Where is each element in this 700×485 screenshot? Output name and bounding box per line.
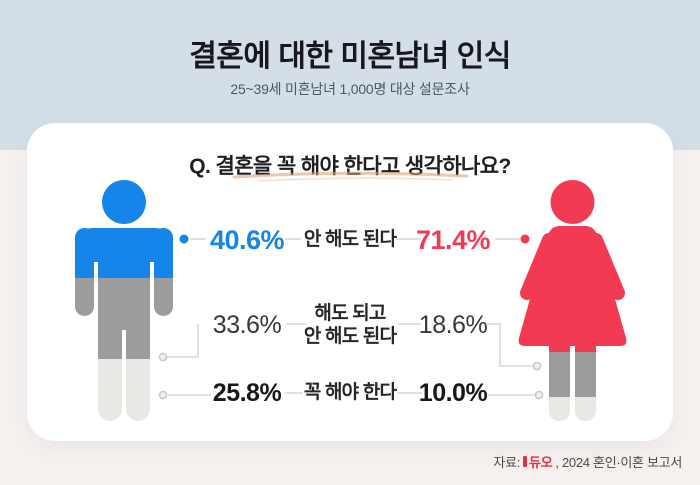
female-value-2: 18.6%	[418, 310, 488, 339]
stat-row-3: 25.8% 꼭 해야 한다 10.0%	[197, 374, 503, 412]
stat-row-1: 40.6% 안 해도 된다 71.4%	[197, 221, 503, 259]
male-value-1: 40.6%	[209, 224, 285, 255]
answer-label-1: 안 해도 된다	[303, 229, 397, 251]
duo-logo: 듀오	[523, 452, 553, 471]
page-subtitle: 25~39세 미혼남녀 1,000명 대상 설문조사	[230, 81, 470, 97]
survey-question: Q. 결혼을 꼭 해야 한다고 생각하나요?	[189, 155, 511, 178]
female-figure	[518, 180, 627, 421]
female-value-3: 10.0%	[418, 378, 488, 407]
source-prefix: 자료:	[493, 454, 521, 470]
male-silhouette	[75, 180, 173, 421]
male-figure	[75, 180, 173, 421]
source-suffix: , 2024 혼인·이혼 보고서	[555, 454, 682, 470]
male-value-3: 25.8%	[212, 378, 282, 407]
female-value-1: 71.4%	[415, 224, 491, 255]
page-title: 결혼에 대한 미혼남녀 인식	[189, 40, 511, 73]
female-silhouette	[518, 180, 627, 421]
stat-row-2: 33.6% 해도 되고 안 해도 된다 18.6%	[197, 300, 503, 350]
male-value-2: 33.6%	[212, 310, 282, 339]
duo-logo-text: 듀오	[529, 454, 553, 470]
duo-logo-icon	[523, 455, 528, 467]
answer-label-2: 해도 되고 안 해도 된다	[303, 302, 397, 347]
answer-label-3: 꼭 해야 한다	[303, 382, 397, 404]
source-note: 자료: 듀오 , 2024 혼인·이혼 보고서	[493, 452, 682, 470]
